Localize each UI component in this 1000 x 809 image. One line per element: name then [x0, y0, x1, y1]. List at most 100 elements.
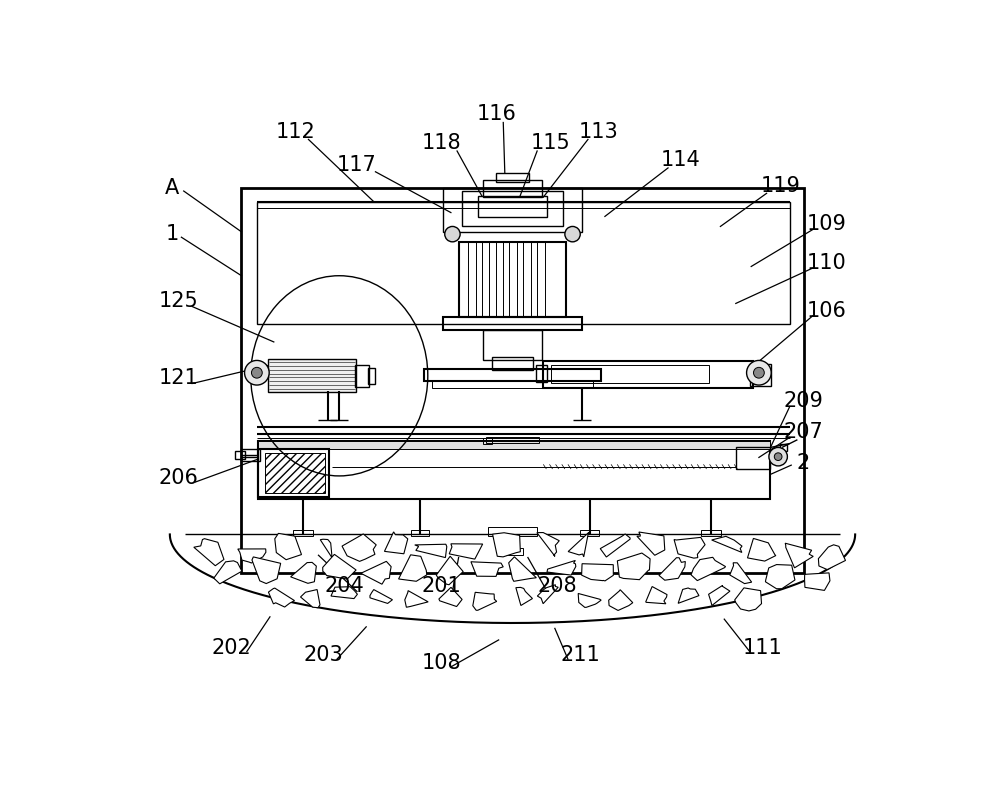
Text: 209: 209 [784, 392, 823, 411]
Bar [492, 358, 533, 370]
Polygon shape [473, 592, 497, 610]
Bar [496, 242, 503, 316]
Bar [496, 172, 529, 182]
Bar [235, 451, 245, 459]
Polygon shape [805, 573, 830, 591]
Polygon shape [609, 590, 633, 611]
Polygon shape [493, 533, 520, 557]
Polygon shape [415, 544, 447, 557]
Text: 201: 201 [422, 576, 462, 596]
Text: 114: 114 [660, 150, 700, 170]
Bar [750, 364, 771, 386]
Bar [580, 530, 599, 536]
Bar [483, 330, 542, 360]
Bar [443, 188, 582, 232]
Bar [355, 365, 369, 387]
Bar [258, 449, 329, 497]
Text: 121: 121 [158, 368, 198, 388]
Bar [368, 368, 375, 383]
Polygon shape [370, 590, 392, 604]
Text: 1: 1 [166, 224, 179, 244]
Bar [268, 359, 356, 392]
Polygon shape [674, 537, 705, 558]
Polygon shape [268, 588, 295, 607]
Bar [701, 530, 721, 536]
Polygon shape [361, 561, 391, 584]
Polygon shape [342, 534, 376, 561]
Polygon shape [449, 544, 483, 559]
Polygon shape [735, 588, 762, 611]
Circle shape [754, 367, 764, 378]
Polygon shape [568, 532, 589, 557]
Polygon shape [516, 587, 532, 605]
Polygon shape [547, 561, 576, 575]
Text: 125: 125 [158, 291, 198, 311]
Text: 115: 115 [531, 133, 571, 153]
Bar [523, 242, 531, 316]
Polygon shape [323, 554, 356, 579]
Polygon shape [405, 591, 428, 608]
Polygon shape [537, 532, 559, 557]
Text: A: A [165, 178, 179, 198]
Polygon shape [439, 587, 462, 607]
Text: 119: 119 [761, 176, 800, 196]
Bar [478, 196, 547, 217]
Polygon shape [709, 586, 730, 605]
Polygon shape [765, 565, 795, 589]
Bar [424, 369, 601, 381]
Polygon shape [194, 539, 224, 565]
Text: 112: 112 [275, 121, 315, 142]
Circle shape [769, 447, 787, 466]
Polygon shape [730, 563, 752, 583]
Bar [488, 527, 537, 536]
Bar [780, 443, 787, 451]
Text: 204: 204 [325, 576, 365, 596]
Bar [536, 365, 547, 382]
Text: 203: 203 [304, 646, 344, 665]
Text: 113: 113 [579, 121, 619, 142]
Polygon shape [252, 557, 281, 583]
Bar [258, 441, 770, 449]
Polygon shape [785, 543, 813, 568]
Text: 211: 211 [560, 646, 600, 665]
Bar [537, 242, 545, 316]
Polygon shape [617, 553, 650, 580]
Polygon shape [537, 585, 558, 604]
Bar [443, 316, 582, 330]
Polygon shape [678, 588, 699, 604]
Polygon shape [471, 561, 503, 576]
Bar [241, 449, 260, 460]
Bar [483, 438, 492, 444]
Bar [543, 361, 753, 388]
Text: 202: 202 [212, 637, 251, 658]
Text: 207: 207 [784, 422, 823, 442]
Circle shape [251, 367, 262, 378]
Polygon shape [637, 532, 665, 555]
Polygon shape [399, 555, 427, 582]
Circle shape [245, 361, 269, 385]
Polygon shape [238, 549, 266, 563]
Text: 2: 2 [797, 453, 810, 472]
Polygon shape [600, 534, 630, 557]
Polygon shape [712, 536, 742, 553]
Polygon shape [509, 557, 536, 582]
Bar [241, 188, 804, 573]
Polygon shape [214, 561, 242, 584]
Bar [551, 365, 709, 383]
Text: 106: 106 [807, 301, 847, 321]
Bar [483, 180, 542, 197]
Polygon shape [436, 557, 463, 585]
Polygon shape [578, 594, 601, 608]
Text: 111: 111 [743, 637, 783, 658]
Text: 118: 118 [422, 133, 461, 153]
Bar [736, 447, 770, 469]
Polygon shape [691, 557, 726, 581]
Polygon shape [331, 587, 357, 599]
Bar [258, 441, 770, 499]
Bar [293, 530, 313, 536]
Polygon shape [748, 539, 776, 561]
Polygon shape [582, 564, 613, 581]
Bar [265, 453, 325, 493]
Bar [502, 548, 523, 555]
Text: 208: 208 [537, 576, 577, 596]
